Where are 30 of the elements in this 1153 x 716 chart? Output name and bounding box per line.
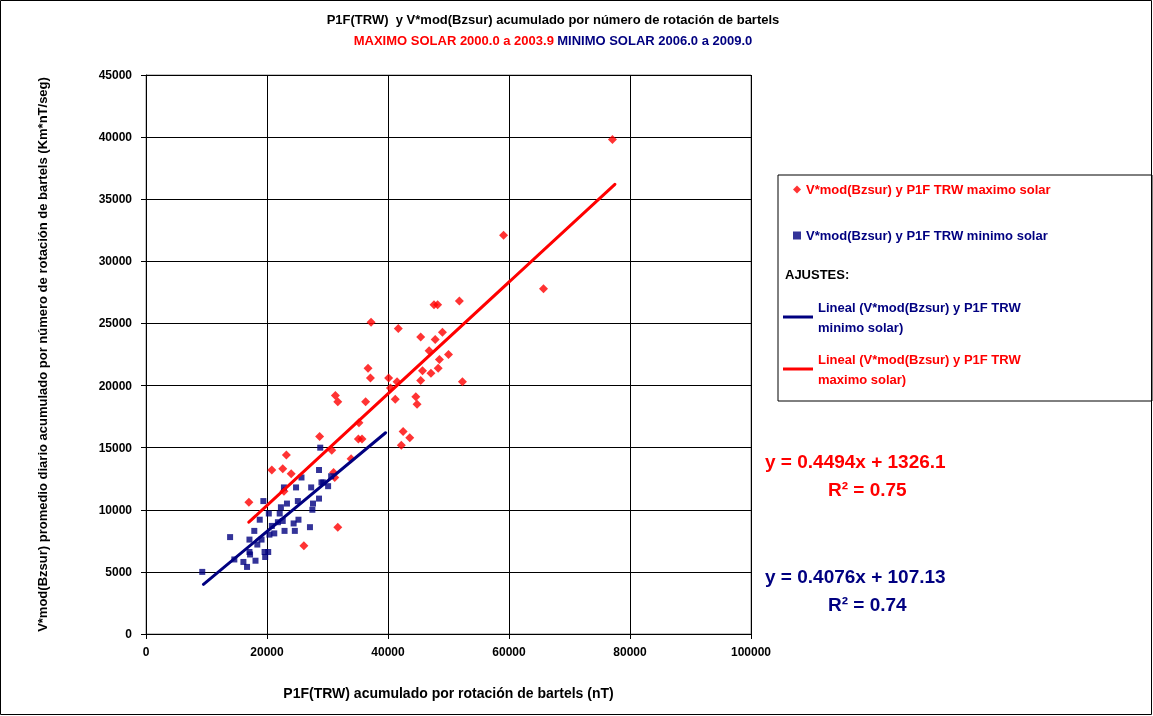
y-tick-label: 35000 (98, 192, 133, 207)
text: y = 0.4494x + 1326.1 (765, 451, 947, 472)
x-tick-label: 40000 (371, 645, 406, 659)
text: y = 0.4076x + 107.13 (765, 566, 946, 587)
y-axis-title: V*mod(Bzsur) promedio diario acumulado por número de rotación de bartels (Km*nT/seg) (34, 77, 50, 632)
x-axis-title: P1F(TRW) acumulado por rotación de bartels (nT) (283, 685, 614, 701)
text: MAXIMO SOLAR 2000.0 a 2003.9 (353, 33, 554, 48)
x-tick-label: 100000 (730, 645, 772, 659)
y-tick-label: 45000 (98, 68, 133, 82)
y-tick-label: 20000 (98, 378, 133, 393)
y-tick-label: 40000 (98, 130, 133, 145)
y-tick-label: 25000 (98, 316, 133, 331)
legend-label: Lineal (V*mod(Bzsur) y P1F TRW minimo solar) (818, 299, 1025, 335)
text: R² = 0.75 (828, 479, 908, 500)
legend-label: V*mod(Bzsur) y P1F TRW minimo solar (806, 228, 1048, 243)
y-tick-label: 30000 (98, 254, 133, 269)
legend-title: AJUSTES: (785, 267, 850, 282)
x-tick-label: 80000 (613, 645, 648, 659)
text: R² = 0.74 (828, 594, 908, 615)
y-tick-label: 10000 (98, 502, 133, 517)
x-tick-label: 60000 (492, 645, 527, 659)
legend-label: V*mod(Bzsur) y P1F TRW maximo solar (806, 182, 1051, 197)
legend-label: Lineal (V*mod(Bzsur) y P1F TRW maximo solar) (818, 351, 1025, 387)
x-tick-label: 20000 (250, 645, 285, 659)
y-tick-label: 15000 (98, 440, 133, 455)
chart-title: P1F(TRW) y V*mod(Bzsur) acumulado por número de rotación de bartels (326, 12, 780, 27)
x-tick-label: 0 (142, 645, 150, 659)
text: MINIMO SOLAR 2006.0 a 2009.0 (557, 33, 753, 48)
y-tick-label: 5000 (105, 564, 133, 579)
y-tick-label: 0 (125, 627, 133, 641)
